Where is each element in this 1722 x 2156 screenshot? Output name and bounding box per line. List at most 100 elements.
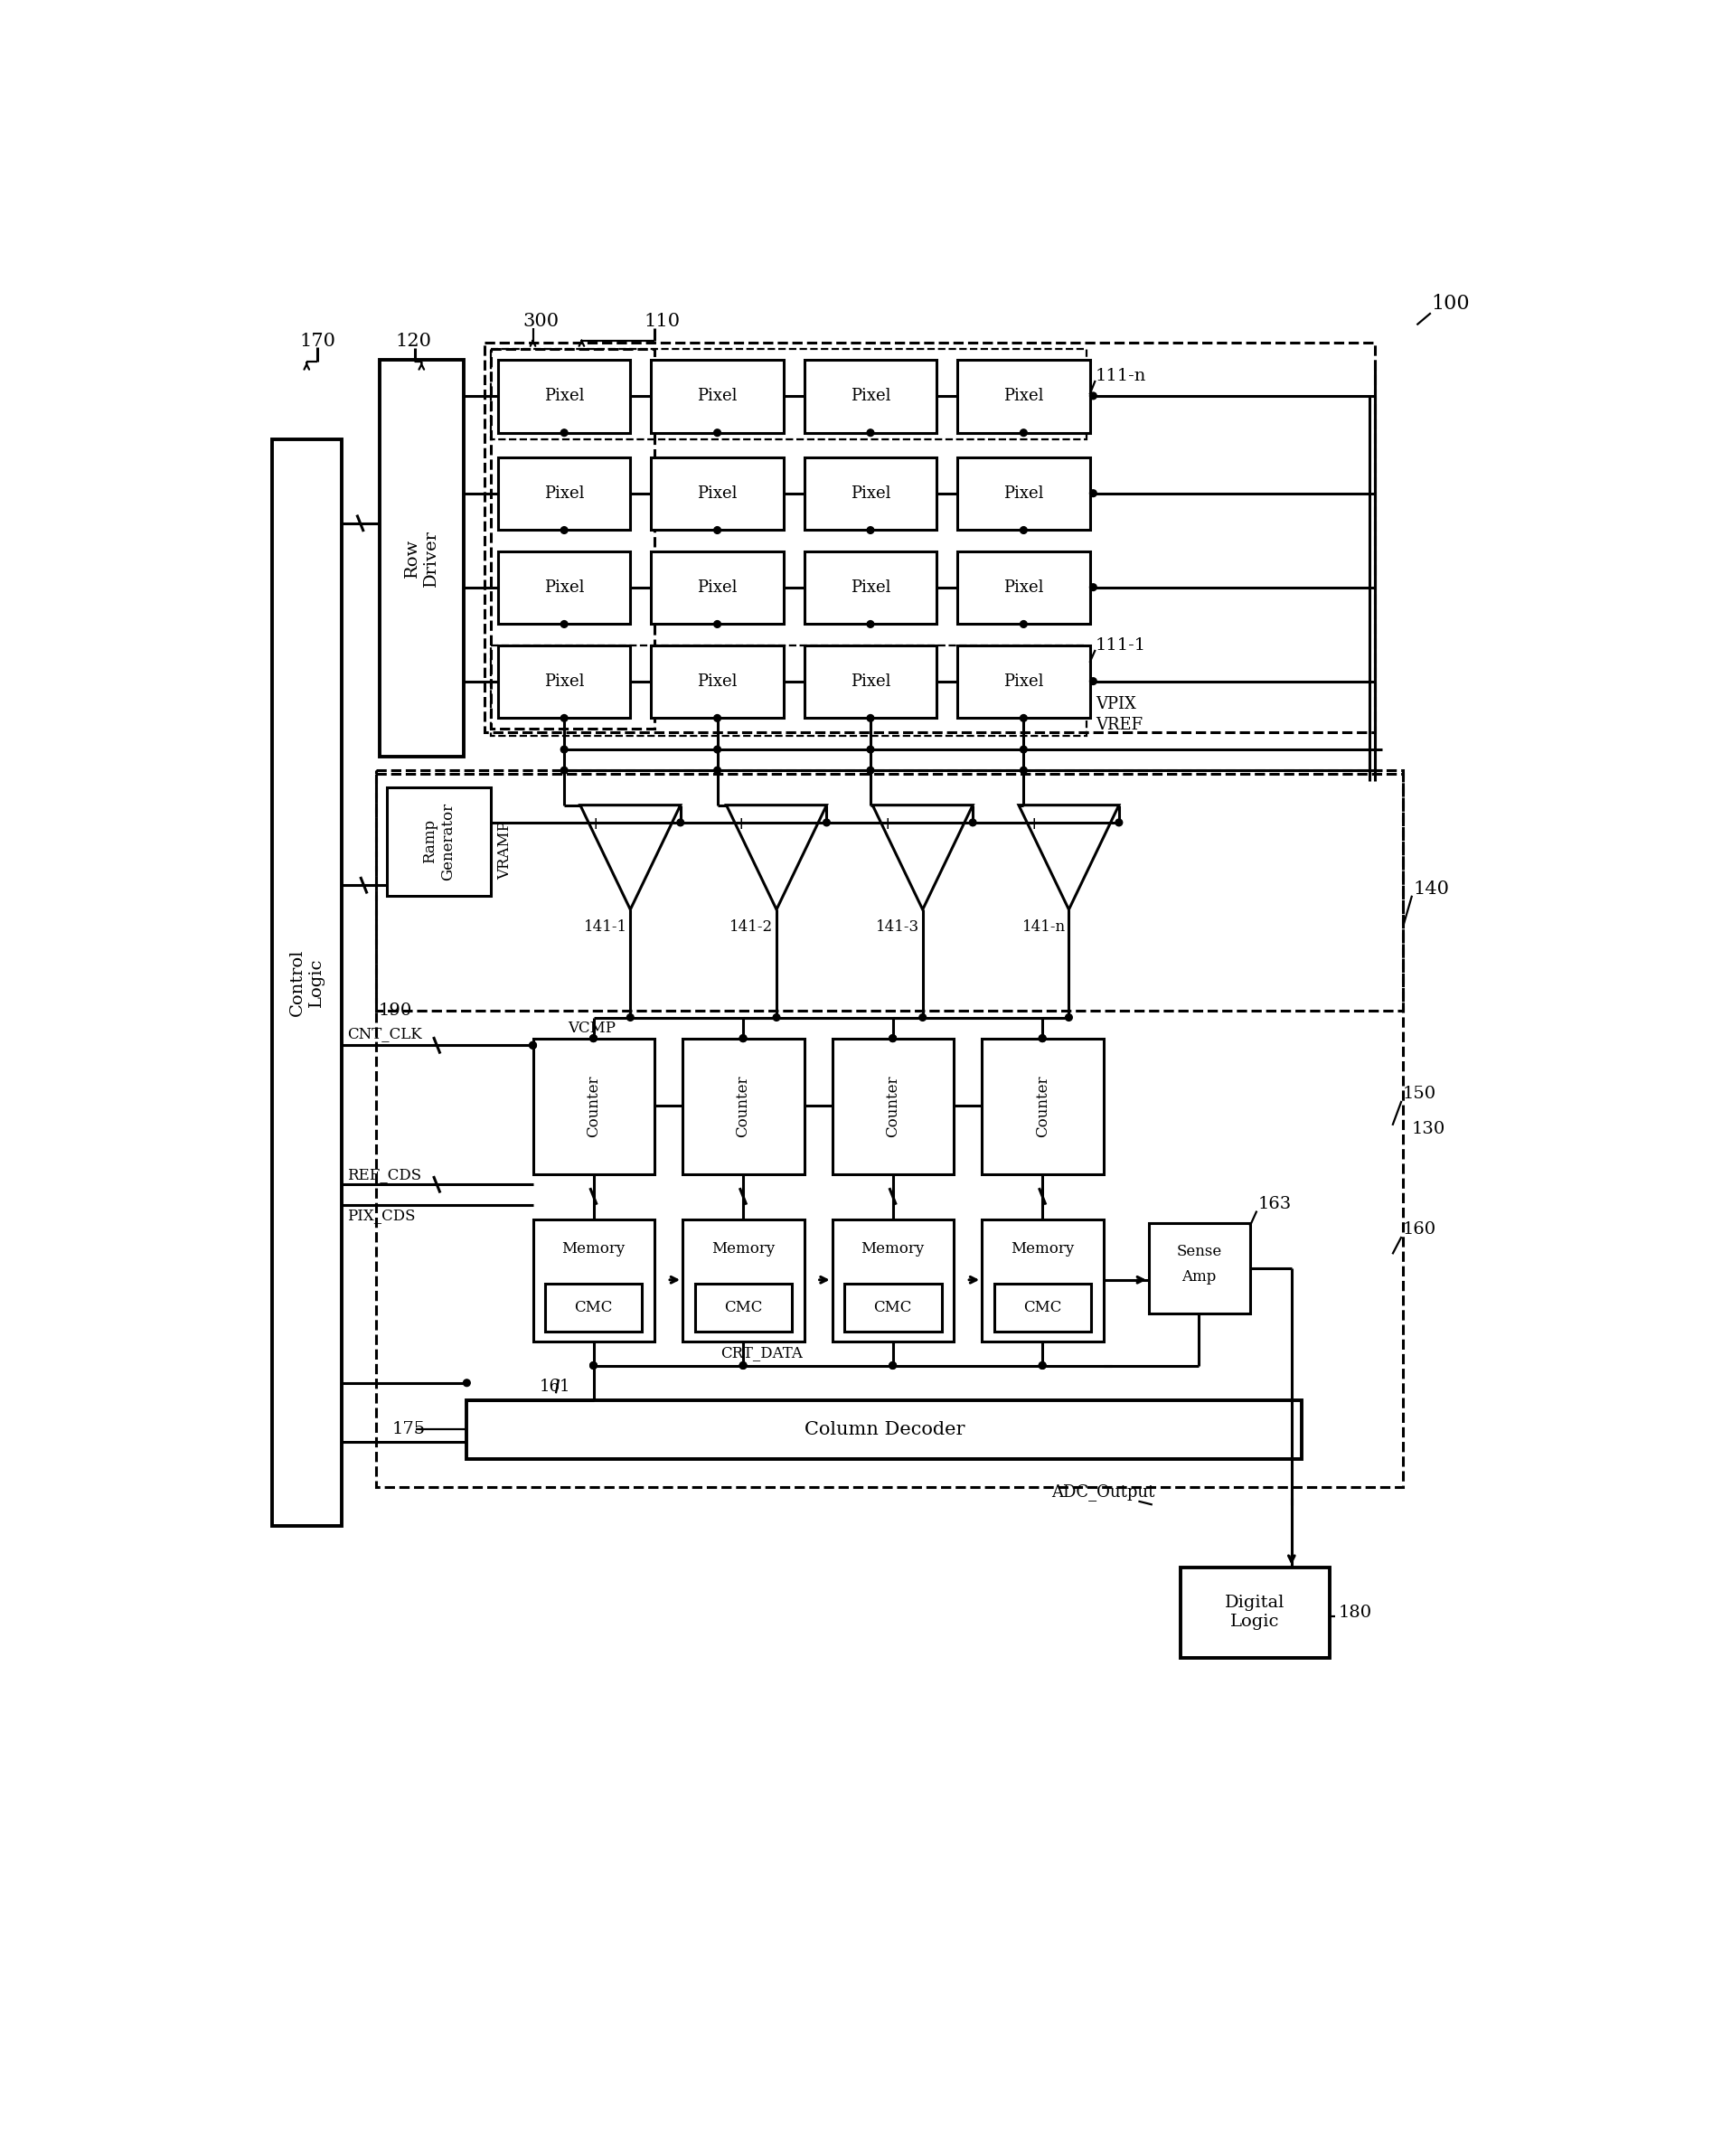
Circle shape: [589, 1035, 596, 1041]
FancyBboxPatch shape: [651, 645, 784, 718]
Circle shape: [463, 1380, 470, 1386]
Text: Pixel: Pixel: [1002, 580, 1044, 595]
Text: 141-2: 141-2: [730, 918, 773, 936]
FancyBboxPatch shape: [1149, 1222, 1248, 1313]
Circle shape: [1019, 714, 1026, 722]
Text: 111-1: 111-1: [1095, 636, 1145, 653]
FancyBboxPatch shape: [994, 1285, 1090, 1332]
Circle shape: [560, 746, 567, 752]
Circle shape: [739, 1035, 746, 1041]
FancyBboxPatch shape: [498, 360, 630, 433]
Text: CMC: CMC: [1023, 1300, 1061, 1315]
Circle shape: [889, 1035, 895, 1041]
Text: VRAMP: VRAMP: [498, 821, 513, 880]
Circle shape: [560, 526, 567, 535]
FancyBboxPatch shape: [379, 360, 463, 757]
Text: VPIX: VPIX: [1095, 696, 1135, 711]
Circle shape: [920, 1013, 926, 1022]
Circle shape: [1038, 1035, 1045, 1041]
Circle shape: [1038, 1363, 1045, 1369]
FancyBboxPatch shape: [386, 787, 491, 895]
FancyBboxPatch shape: [957, 457, 1088, 530]
Polygon shape: [727, 804, 827, 910]
Circle shape: [1019, 746, 1026, 752]
Text: VREF: VREF: [1095, 718, 1142, 733]
Circle shape: [889, 1363, 895, 1369]
Text: 130: 130: [1410, 1121, 1445, 1136]
Circle shape: [1019, 526, 1026, 535]
Circle shape: [529, 1041, 536, 1048]
FancyBboxPatch shape: [651, 552, 784, 623]
Text: 161: 161: [539, 1378, 570, 1395]
Circle shape: [1088, 584, 1097, 591]
Text: Pixel: Pixel: [697, 485, 737, 502]
Circle shape: [713, 746, 720, 752]
Polygon shape: [580, 804, 680, 910]
Text: 160: 160: [1402, 1222, 1436, 1238]
FancyBboxPatch shape: [844, 1285, 940, 1332]
Circle shape: [739, 1363, 746, 1369]
Circle shape: [1088, 392, 1097, 399]
Circle shape: [823, 819, 830, 826]
Text: 180: 180: [1338, 1604, 1371, 1621]
Circle shape: [1038, 1035, 1045, 1041]
Text: Sense: Sense: [1176, 1244, 1221, 1259]
FancyBboxPatch shape: [832, 1039, 954, 1175]
Text: Pixel: Pixel: [851, 485, 890, 502]
Text: Control
Logic: Control Logic: [289, 949, 324, 1015]
Text: 150: 150: [1402, 1087, 1436, 1102]
FancyBboxPatch shape: [957, 552, 1088, 623]
Circle shape: [1088, 677, 1097, 686]
Circle shape: [739, 1035, 746, 1041]
Text: Amp: Amp: [1181, 1270, 1216, 1285]
Text: Pixel: Pixel: [697, 580, 737, 595]
Text: 120: 120: [394, 332, 430, 349]
FancyBboxPatch shape: [532, 1039, 654, 1175]
FancyBboxPatch shape: [957, 645, 1088, 718]
Text: −: −: [949, 817, 964, 832]
Text: +: +: [1026, 817, 1040, 832]
Text: CMC: CMC: [723, 1300, 761, 1315]
Text: Memory: Memory: [711, 1242, 775, 1257]
Circle shape: [589, 1363, 596, 1369]
Circle shape: [560, 768, 567, 774]
Text: Counter: Counter: [885, 1076, 901, 1136]
Text: Counter: Counter: [735, 1076, 751, 1136]
Text: CRT_DATA: CRT_DATA: [720, 1345, 802, 1360]
Text: 140: 140: [1412, 880, 1448, 897]
Text: Pixel: Pixel: [544, 485, 584, 502]
FancyBboxPatch shape: [982, 1220, 1104, 1341]
Text: Digital
Logic: Digital Logic: [1224, 1595, 1285, 1630]
Circle shape: [773, 1013, 780, 1022]
Circle shape: [1019, 621, 1026, 627]
Text: −: −: [804, 817, 818, 832]
Text: ADC_Output: ADC_Output: [1050, 1483, 1154, 1501]
Circle shape: [1088, 489, 1097, 496]
Text: +: +: [734, 817, 749, 832]
Circle shape: [739, 1363, 746, 1369]
Circle shape: [866, 526, 873, 535]
Circle shape: [560, 714, 567, 722]
FancyBboxPatch shape: [498, 645, 630, 718]
Circle shape: [866, 429, 873, 436]
Text: +: +: [880, 817, 895, 832]
FancyBboxPatch shape: [272, 440, 341, 1526]
Text: Pixel: Pixel: [544, 673, 584, 690]
Text: 190: 190: [379, 1003, 412, 1018]
Text: Ramp
Generator: Ramp Generator: [422, 802, 455, 880]
FancyBboxPatch shape: [832, 1220, 954, 1341]
Text: Memory: Memory: [1011, 1242, 1073, 1257]
Text: Pixel: Pixel: [851, 673, 890, 690]
Text: Pixel: Pixel: [1002, 388, 1044, 403]
Text: 100: 100: [1429, 293, 1469, 315]
FancyBboxPatch shape: [804, 360, 937, 433]
Text: Pixel: Pixel: [851, 580, 890, 595]
FancyBboxPatch shape: [532, 1220, 654, 1341]
Text: Row
Driver: Row Driver: [403, 530, 439, 586]
Text: CMC: CMC: [873, 1300, 911, 1315]
FancyBboxPatch shape: [957, 360, 1088, 433]
Circle shape: [713, 714, 720, 722]
Text: Pixel: Pixel: [544, 388, 584, 403]
Circle shape: [713, 429, 720, 436]
Circle shape: [560, 429, 567, 436]
